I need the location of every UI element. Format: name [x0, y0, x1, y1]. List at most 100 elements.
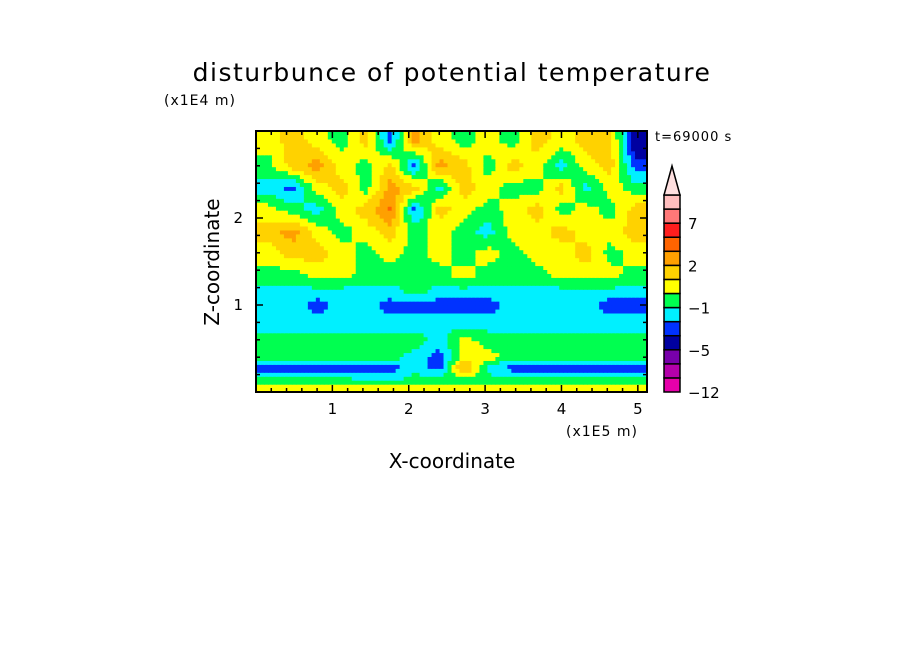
heatmap-cell — [303, 206, 309, 211]
heatmap-cell — [639, 277, 644, 282]
heatmap-cell — [559, 206, 564, 211]
heatmap-cell — [575, 210, 580, 215]
heatmap-cell — [487, 352, 492, 357]
heatmap-cell — [475, 233, 481, 239]
heatmap-cell — [287, 198, 293, 203]
heatmap-cell — [307, 301, 313, 306]
heatmap-cell — [595, 281, 600, 286]
heatmap-cell — [415, 214, 421, 219]
heatmap-cell — [423, 241, 429, 247]
heatmap-cell — [319, 356, 325, 361]
heatmap-cell — [515, 265, 520, 270]
heatmap-cell — [495, 360, 500, 365]
heatmap-cell — [279, 364, 285, 369]
heatmap-cell — [607, 297, 612, 302]
heatmap-cell — [275, 360, 281, 365]
heatmap-cell — [363, 364, 369, 369]
heatmap-cell — [603, 368, 608, 373]
heatmap-cell — [363, 210, 369, 215]
heatmap-cell — [263, 293, 269, 298]
heatmap-cell — [359, 360, 365, 365]
heatmap-cell — [443, 269, 449, 274]
heatmap-cell — [559, 293, 564, 298]
heatmap-cell — [463, 332, 469, 338]
heatmap-cell — [527, 384, 532, 389]
heatmap-cell — [443, 265, 449, 270]
heatmap-cell — [467, 285, 473, 290]
heatmap-cell — [635, 344, 640, 350]
heatmap-cell — [407, 328, 413, 334]
heatmap-cell — [447, 241, 453, 247]
heatmap-cell — [371, 376, 377, 381]
heatmap-cell — [427, 360, 433, 365]
heatmap-cell — [579, 198, 584, 203]
heatmap-cell — [395, 356, 401, 361]
heatmap-cell — [439, 257, 445, 263]
heatmap-cell — [283, 249, 289, 255]
heatmap-cell — [391, 305, 397, 310]
heatmap-cell — [599, 277, 604, 282]
heatmap-cell — [447, 269, 453, 274]
heatmap-cell — [283, 320, 289, 326]
heatmap-cell — [507, 360, 512, 365]
heatmap-cell — [435, 297, 441, 302]
heatmap-cell — [455, 348, 461, 354]
heatmap-cell — [619, 324, 624, 330]
heatmap-cell — [447, 257, 453, 263]
heatmap-cell — [495, 265, 500, 270]
heatmap-cell — [259, 289, 265, 294]
heatmap-cell — [311, 206, 317, 211]
heatmap-cell — [267, 316, 273, 322]
heatmap-cell — [407, 348, 413, 354]
heatmap-cell — [543, 380, 548, 385]
heatmap-cell — [323, 202, 329, 207]
heatmap-cell — [399, 257, 405, 263]
heatmap-cell — [515, 289, 520, 294]
heatmap-cell — [539, 265, 544, 270]
heatmap-cell — [527, 328, 532, 334]
heatmap-cell — [323, 265, 329, 270]
heatmap-cell — [299, 368, 305, 373]
heatmap-cell — [371, 360, 377, 365]
heatmap-cell — [267, 360, 273, 365]
heatmap-cell — [539, 388, 544, 393]
heatmap-cell — [551, 316, 556, 322]
heatmap-cell — [471, 218, 477, 223]
heatmap-cell — [615, 190, 620, 195]
heatmap-cell — [351, 380, 357, 385]
heatmap-cell — [279, 289, 285, 294]
heatmap-cell — [339, 229, 345, 235]
heatmap-cell — [455, 257, 461, 263]
heatmap-cell — [371, 229, 377, 235]
heatmap-cell — [487, 289, 492, 294]
heatmap-cell — [503, 372, 508, 377]
heatmap-cell — [479, 229, 485, 235]
heatmap-cell — [543, 316, 548, 322]
heatmap-cell — [463, 308, 469, 314]
heatmap-cell — [291, 233, 297, 239]
heatmap-cell — [471, 388, 477, 393]
heatmap-cell — [407, 237, 413, 243]
heatmap-cell — [507, 368, 512, 373]
heatmap-cell — [395, 202, 401, 207]
heatmap-cell — [367, 245, 373, 251]
heatmap-cell — [395, 289, 401, 294]
heatmap-cell — [643, 332, 648, 338]
heatmap-cell — [587, 281, 592, 286]
heatmap-cell — [539, 257, 544, 263]
heatmap-cell — [283, 297, 289, 302]
heatmap-cell — [419, 206, 425, 211]
heatmap-cell — [311, 348, 317, 354]
heatmap-cell — [487, 320, 492, 326]
heatmap-cell — [267, 190, 273, 195]
heatmap-cell — [499, 332, 504, 338]
heatmap-cell — [363, 221, 369, 227]
heatmap-cell — [259, 206, 265, 211]
heatmap-cell — [527, 218, 532, 223]
heatmap-cell — [491, 297, 496, 302]
heatmap-cell — [471, 233, 477, 239]
heatmap-cell — [347, 368, 353, 373]
heatmap-cell — [467, 305, 473, 310]
heatmap-cell — [451, 229, 457, 235]
heatmap-cell — [563, 356, 568, 361]
